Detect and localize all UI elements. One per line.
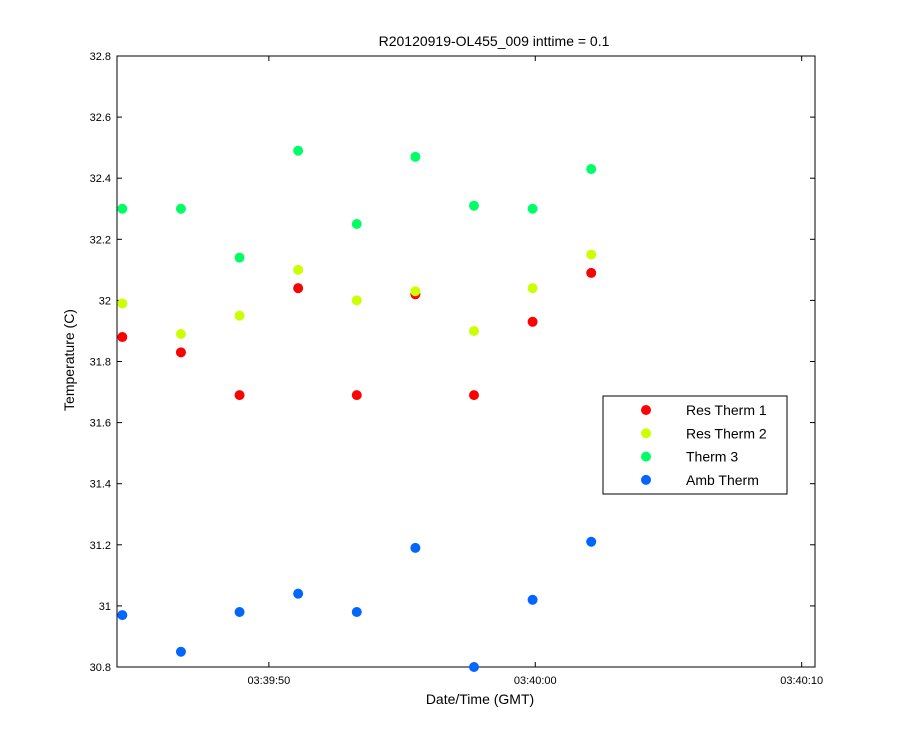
point-series-1 [351, 390, 362, 401]
point-series-3 [586, 164, 597, 175]
legend-marker [641, 451, 651, 462]
y-axis-label: Temperature (C) [61, 309, 77, 411]
point-series-1 [175, 347, 186, 358]
y-tick-label: 32.6 [90, 112, 111, 124]
point-series-2 [175, 329, 186, 340]
point-series-1 [468, 390, 479, 401]
x-axis-label: Date/Time (GMT) [426, 691, 534, 707]
x-tick-label: 03:40:10 [780, 675, 823, 687]
point-series-3 [527, 203, 538, 214]
y-tick-label: 31.6 [90, 418, 111, 430]
point-series-2 [468, 325, 479, 336]
point-series-4 [293, 588, 304, 599]
legend-marker [641, 474, 651, 485]
point-series-2 [586, 249, 597, 260]
y-tick-label: 32.4 [90, 173, 111, 185]
legend-label: Res Therm 2 [686, 425, 767, 441]
x-tick-label: 03:39:50 [247, 675, 290, 687]
point-series-4 [586, 536, 597, 547]
y-tick-label: 31.8 [90, 357, 111, 369]
y-tick-label: 31.2 [90, 540, 111, 552]
data-points [117, 145, 597, 672]
legend-marker [641, 428, 651, 439]
y-tick-label: 31 [99, 601, 111, 613]
x-tick-label: 03:40:00 [514, 675, 557, 687]
point-series-2 [293, 264, 304, 275]
legend-label: Amb Therm [686, 472, 759, 488]
point-series-2 [351, 295, 362, 306]
legend-box [602, 395, 788, 495]
point-series-2 [410, 286, 421, 297]
point-series-1 [234, 390, 245, 401]
legend-label: Res Therm 1 [686, 402, 767, 418]
point-series-1 [117, 332, 128, 343]
point-series-3 [117, 203, 128, 214]
x-axis: 03:39:50 03:40:00 03:40:10 [247, 56, 823, 687]
point-series-3 [351, 219, 362, 230]
point-series-4 [410, 542, 421, 553]
point-series-4 [527, 594, 538, 605]
point-series-1 [293, 283, 304, 294]
point-series-3 [175, 203, 186, 214]
point-series-4 [351, 607, 362, 618]
y-tick-label: 32.8 [90, 51, 111, 63]
legend-label: Therm 3 [686, 449, 738, 465]
point-series-1 [586, 267, 597, 278]
legend-marker [641, 405, 651, 415]
point-series-3 [410, 151, 421, 162]
plot-area [116, 55, 816, 668]
point-series-2 [234, 310, 245, 321]
y-tick-label: 32.2 [90, 234, 111, 246]
point-series-3 [234, 252, 245, 263]
point-series-3 [293, 145, 304, 156]
point-series-4 [234, 607, 245, 618]
chart-title: R20120919-OL455_009 inttime = 0.1 [379, 33, 610, 49]
point-series-4 [175, 646, 186, 657]
y-tick-label: 32 [99, 295, 111, 307]
point-series-4 [117, 610, 128, 621]
legend: Res Therm 1 Res Therm 2 Therm 3 Amb Therm [602, 395, 788, 495]
point-series-2 [117, 298, 128, 309]
point-series-2 [527, 283, 538, 294]
y-tick-label: 30.8 [90, 662, 111, 674]
point-series-3 [468, 200, 479, 211]
point-series-1 [527, 316, 538, 327]
y-tick-label: 31.4 [90, 479, 111, 491]
point-series-4 [468, 662, 479, 672]
